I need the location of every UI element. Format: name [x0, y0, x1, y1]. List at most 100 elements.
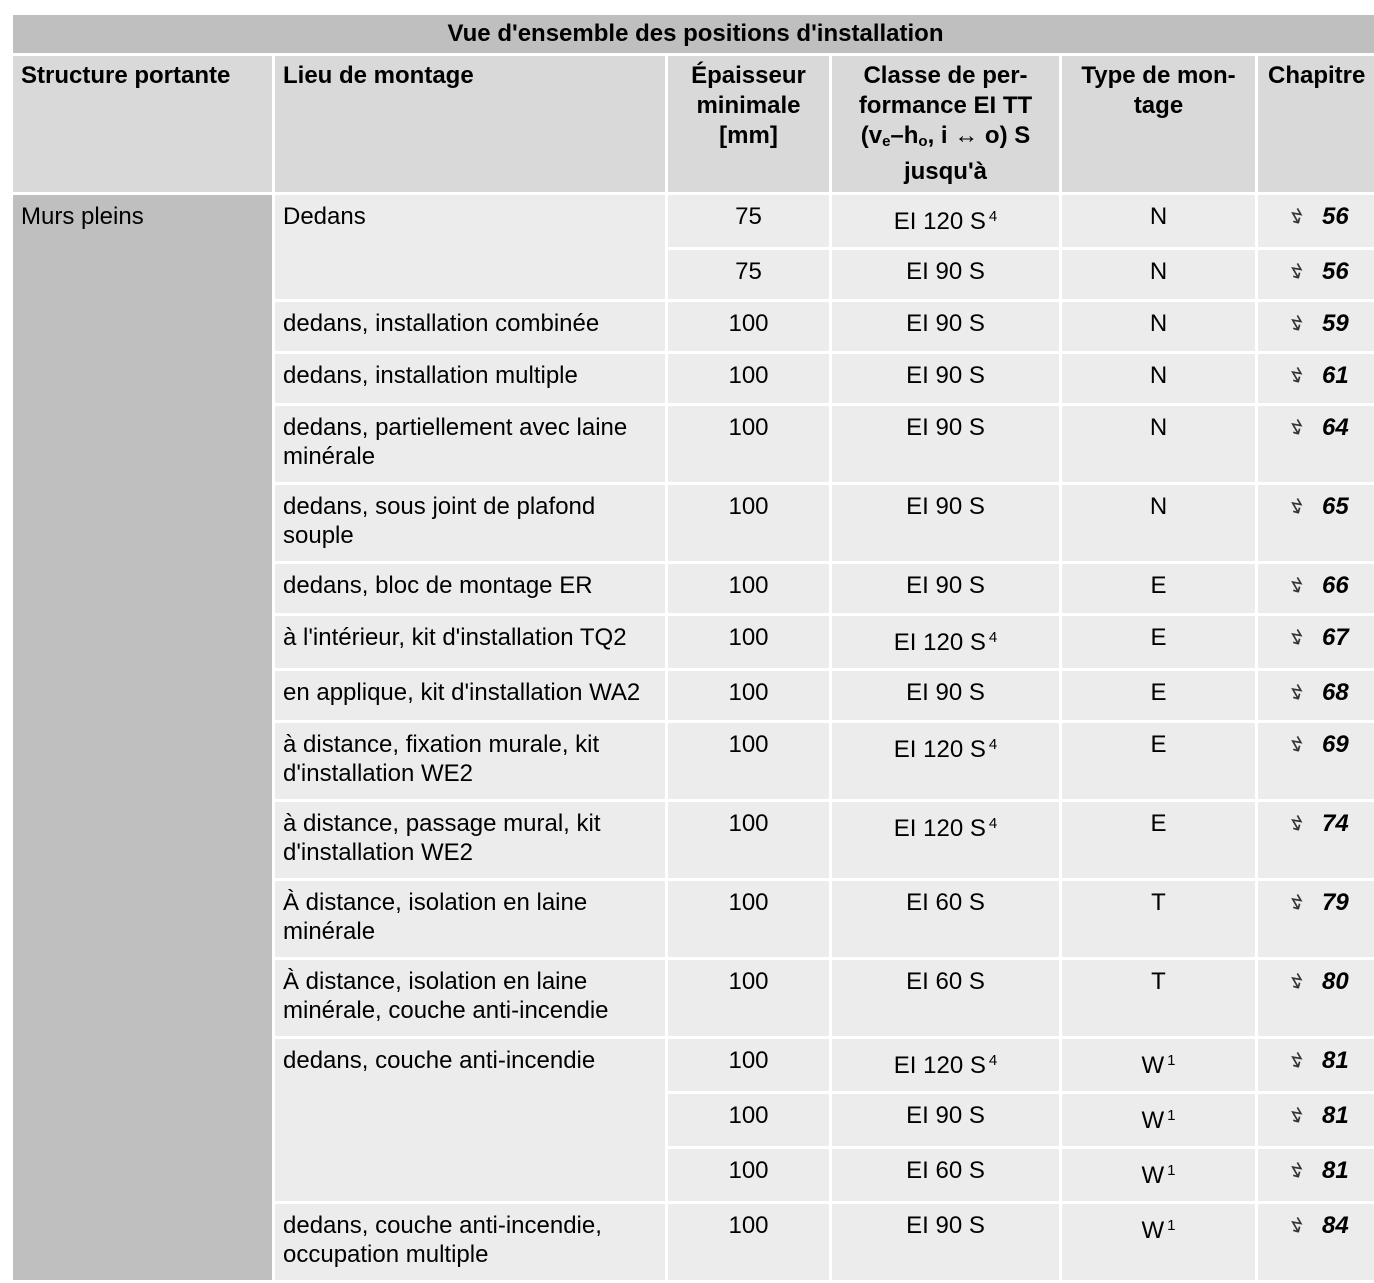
reference-arrow-icon: ↯	[1282, 256, 1311, 290]
chapter-link[interactable]: 84	[1322, 1211, 1349, 1240]
chapter-link[interactable]: 69	[1322, 730, 1349, 759]
lieu-cell: dedans, partiellement avec laine minéral…	[274, 405, 667, 484]
chapitre-cell[interactable]: ↯ 84	[1257, 1203, 1374, 1282]
classe-value: EI 90 S	[906, 572, 985, 599]
type-value: N	[1150, 362, 1167, 389]
epaisseur-cell: 100	[667, 301, 831, 353]
chapitre-cell[interactable]: ↯ 81	[1257, 1148, 1374, 1203]
reference-arrow-icon: ↯	[1282, 1100, 1311, 1134]
footnote-ref: 1	[1167, 1107, 1175, 1124]
classe-value: EI 90 S	[906, 1212, 985, 1239]
reference-arrow-icon: ↯	[1282, 412, 1311, 446]
header-lieu: Lieu de montage	[274, 55, 667, 194]
chapter-link[interactable]: 56	[1322, 257, 1349, 286]
classe-cell: EI 90 S	[831, 1203, 1061, 1282]
classe-value: EI 90 S	[906, 679, 985, 706]
reference-arrow-icon: ↯	[1282, 808, 1311, 842]
lieu-cell: dedans, bloc de montage ER	[274, 563, 667, 615]
epaisseur-cell: 100	[667, 959, 831, 1038]
footnote-ref: 1	[1167, 1162, 1175, 1179]
chapitre-cell[interactable]: ↯81	[1257, 1038, 1374, 1093]
classe-cell: EI 90 S	[831, 249, 1061, 301]
chapitre-cell[interactable]: ↯ 79	[1257, 880, 1374, 959]
chapter-link[interactable]: 81	[1322, 1156, 1349, 1185]
classe-value: EI 120 S	[894, 815, 986, 842]
chapter-link[interactable]: 81	[1322, 1046, 1349, 1075]
type-cell: N	[1061, 249, 1257, 301]
footnote-ref: 4	[989, 629, 997, 646]
epaisseur-cell: 100	[667, 1093, 831, 1148]
reference-arrow-icon: ↯	[1282, 360, 1311, 394]
epaisseur-cell: 100	[667, 353, 831, 405]
chapter-link[interactable]: 65	[1322, 492, 1349, 521]
epaisseur-cell: 100	[667, 615, 831, 670]
reference-arrow-icon: ↯	[1282, 677, 1311, 711]
chapitre-cell[interactable]: ↯ 81	[1257, 1093, 1374, 1148]
epaisseur-cell: 100	[667, 405, 831, 484]
type-value: W	[1142, 1162, 1165, 1189]
header-structure: Structure portante	[12, 55, 274, 194]
classe-cell: EI 60 S	[831, 880, 1061, 959]
chapitre-cell[interactable]: ↯65	[1257, 484, 1374, 563]
epaisseur-cell: 75	[667, 249, 831, 301]
chapitre-cell[interactable]: ↯ 69	[1257, 722, 1374, 801]
type-cell: T	[1061, 880, 1257, 959]
chapitre-cell[interactable]: ↯59	[1257, 301, 1374, 353]
chapitre-cell[interactable]: ↯80	[1257, 959, 1374, 1038]
classe-value: EI 120 S	[894, 1052, 986, 1079]
chapitre-cell[interactable]: ↯ 68	[1257, 670, 1374, 722]
reference-arrow-icon: ↯	[1282, 1210, 1311, 1244]
chapter-link[interactable]: 61	[1322, 361, 1349, 390]
classe-value: EI 90 S	[906, 1102, 985, 1129]
chapter-link[interactable]: 56	[1322, 202, 1349, 231]
chapitre-cell[interactable]: ↯ 56	[1257, 249, 1374, 301]
chapter-link[interactable]: 59	[1322, 309, 1349, 338]
reference-arrow-icon: ↯	[1282, 1155, 1311, 1189]
type-cell: N	[1061, 194, 1257, 249]
chapitre-cell[interactable]: ↯ 74	[1257, 801, 1374, 880]
classe-cell: EI 90 S	[831, 484, 1061, 563]
lieu-cell: à distance, fixation murale, kit d'insta…	[274, 722, 667, 801]
epaisseur-cell: 75	[667, 194, 831, 249]
type-value: T	[1151, 889, 1166, 916]
chapter-link[interactable]: 66	[1322, 571, 1349, 600]
epaisseur-cell: 100	[667, 484, 831, 563]
reference-arrow-icon: ↯	[1282, 622, 1311, 656]
chapter-link[interactable]: 68	[1322, 678, 1349, 707]
type-value: N	[1150, 414, 1167, 441]
chapter-link[interactable]: 81	[1322, 1101, 1349, 1130]
chapter-link[interactable]: 74	[1322, 809, 1349, 838]
lieu-cell: dedans, couche anti-incendie, occupation…	[274, 1203, 667, 1282]
classe-cell: EI 90 S	[831, 1093, 1061, 1148]
chapitre-cell[interactable]: ↯ 64	[1257, 405, 1374, 484]
structure-cell: Murs pleins	[12, 194, 274, 1282]
footnote-ref: 1	[1167, 1052, 1175, 1069]
reference-arrow-icon: ↯	[1282, 887, 1311, 921]
lieu-cell: dedans, couche anti-incendie	[274, 1038, 667, 1203]
classe-value: EI 60 S	[906, 968, 985, 995]
lieu-cell: à l'intérieur, kit d'installation TQ2	[274, 615, 667, 670]
classe-value: EI 120 S	[894, 629, 986, 656]
type-cell: E	[1061, 563, 1257, 615]
chapter-link[interactable]: 64	[1322, 413, 1349, 442]
classe-value: EI 60 S	[906, 1157, 985, 1184]
chapitre-cell[interactable]: ↯ 67	[1257, 615, 1374, 670]
reference-arrow-icon: ↯	[1282, 729, 1311, 763]
chapter-link[interactable]: 67	[1322, 623, 1349, 652]
classe-value: EI 120 S	[894, 208, 986, 235]
type-cell: E	[1061, 801, 1257, 880]
chapter-link[interactable]: 79	[1322, 888, 1349, 917]
epaisseur-cell: 100	[667, 1148, 831, 1203]
chapitre-cell[interactable]: ↯ 61	[1257, 353, 1374, 405]
chapitre-cell[interactable]: ↯56	[1257, 194, 1374, 249]
type-value: N	[1150, 203, 1167, 230]
chapitre-cell[interactable]: ↯66	[1257, 563, 1374, 615]
epaisseur-cell: 100	[667, 1038, 831, 1093]
lieu-cell: dedans, installation multiple	[274, 353, 667, 405]
chapter-link[interactable]: 80	[1322, 967, 1349, 996]
